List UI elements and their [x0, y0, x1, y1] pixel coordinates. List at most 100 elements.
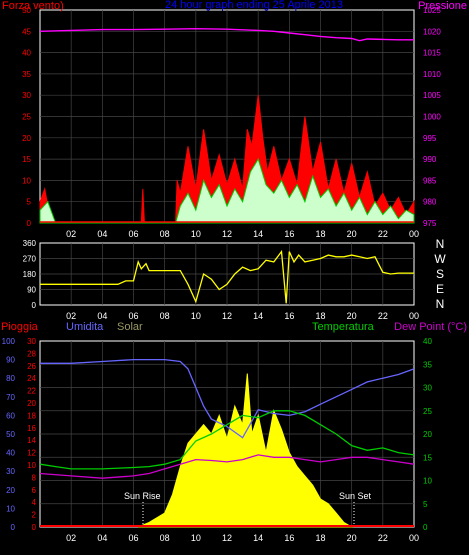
rain-tick-20: 20: [27, 399, 36, 408]
rain-tick-14: 14: [27, 436, 36, 445]
pressure-tick-1020: 1020: [423, 27, 441, 36]
humidity-tick-60: 60: [6, 411, 15, 420]
compass-letter-1: W: [434, 252, 446, 266]
pressure-tick-1025: 1025: [423, 6, 441, 15]
temp-tick-35: 35: [423, 360, 432, 369]
wind-tick-20: 20: [22, 134, 31, 143]
direction-tick-270: 270: [23, 255, 37, 264]
x-tick-20: 20: [347, 311, 357, 321]
panel1-gridlines: [40, 10, 414, 223]
panel2-y-ticks: 0 90 180 270 360: [23, 239, 37, 310]
x-tick-08: 08: [160, 311, 170, 321]
humidity-tick-70: 70: [6, 393, 15, 402]
wind-tick-50: 50: [22, 6, 31, 15]
temp-tick-40: 40: [423, 337, 432, 346]
wind-tick-45: 45: [22, 27, 31, 36]
humidity-tick-40: 40: [6, 449, 15, 458]
pressure-label: Pressione: [418, 0, 467, 12]
pressure-tick-990: 990: [423, 155, 437, 164]
compass-letter-0: N: [436, 237, 445, 251]
panel1-left-ticks: 0 5 10 15 20 25 30 35 40 45 50: [22, 6, 31, 228]
x-tick-00: 00: [409, 229, 419, 239]
temp-tick-15: 15: [423, 453, 432, 462]
x-tick-14: 14: [253, 311, 263, 321]
wind-pressure-panel: Forza vento) 24 hour graph ending 25 Apr…: [2, 0, 467, 239]
rain-tick-0: 0: [32, 523, 37, 532]
temp-tick-10: 10: [423, 477, 432, 486]
x-tick-02: 02: [66, 311, 76, 321]
temperature-label: Temperatura: [312, 321, 375, 333]
humidity-ticks: 0 10 20 30 40 50 60 70 80 90 100: [2, 337, 16, 532]
wind-tick-40: 40: [22, 49, 31, 58]
wind-tick-0: 0: [27, 219, 32, 228]
wind-speed-label: Forza vento): [2, 0, 64, 12]
x-tick-18: 18: [315, 533, 325, 543]
rain-tick-22: 22: [27, 387, 36, 396]
wind-tick-30: 30: [22, 91, 31, 100]
x-tick-06: 06: [128, 533, 138, 543]
sunrise-label: Sun Rise: [124, 491, 161, 501]
pressure-tick-1000: 1000: [423, 113, 441, 122]
x-tick-18: 18: [315, 311, 325, 321]
x-tick-10: 10: [191, 229, 201, 239]
x-tick-16: 16: [284, 311, 294, 321]
temp-tick-5: 5: [423, 500, 428, 509]
rain-tick-12: 12: [27, 449, 36, 458]
x-tick-18: 18: [315, 229, 325, 239]
solar-area: [138, 373, 354, 528]
humidity-tick-20: 20: [6, 486, 15, 495]
pressure-tick-985: 985: [423, 176, 437, 185]
x-tick-00: 00: [409, 311, 419, 321]
rain-tick-30: 30: [27, 337, 36, 346]
x-tick-04: 04: [97, 229, 107, 239]
sunset-label: Sun Set: [339, 491, 372, 501]
humidity-tick-50: 50: [6, 430, 15, 439]
x-tick-02: 02: [66, 229, 76, 239]
humidity-tick-80: 80: [6, 374, 15, 383]
x-tick-10: 10: [191, 311, 201, 321]
pressure-line: [39, 27, 414, 42]
panel3-x-ticks: 02 04 06 08 10 12 14 16 18 20 22 00: [66, 533, 419, 543]
x-tick-22: 22: [378, 533, 388, 543]
rain-tick-24: 24: [27, 374, 36, 383]
x-tick-06: 06: [128, 229, 138, 239]
compass-letter-2: S: [436, 267, 444, 281]
wind-tick-5: 5: [27, 198, 32, 207]
x-tick-08: 08: [160, 533, 170, 543]
rain-tick-10: 10: [27, 461, 36, 470]
pressure-tick-975: 975: [423, 219, 437, 228]
rain-tick-4: 4: [32, 498, 37, 507]
direction-tick-0: 0: [32, 301, 37, 310]
temperature-ticks: 0 5 10 15 20 25 30 35 40: [423, 337, 432, 532]
panel2-series: [40, 249, 414, 304]
temp-tick-20: 20: [423, 430, 432, 439]
temperature-line: [39, 410, 415, 470]
x-tick-16: 16: [284, 229, 294, 239]
temp-tick-30: 30: [423, 384, 432, 393]
x-tick-22: 22: [378, 311, 388, 321]
panel1-right-ticks: 975 980 985 990 995 1000 1005 1010 1015 1020 1025: [423, 6, 441, 228]
rain-tick-2: 2: [32, 511, 37, 520]
x-tick-00: 00: [409, 533, 419, 543]
humidity-tick-90: 90: [6, 356, 15, 365]
pressure-tick-1005: 1005: [423, 91, 441, 100]
avg-wind-area: [39, 157, 415, 224]
x-tick-10: 10: [191, 533, 201, 543]
rain-label: Pioggia: [1, 321, 39, 333]
humidity-tick-10: 10: [6, 504, 15, 513]
x-tick-14: 14: [253, 229, 263, 239]
rain-tick-8: 8: [32, 473, 37, 482]
wind-tick-15: 15: [22, 155, 31, 164]
chart-title: 24 hour graph ending 25 Aprile 2013: [165, 0, 343, 11]
direction-tick-360: 360: [23, 239, 37, 248]
x-tick-20: 20: [347, 229, 357, 239]
compass-letter-4: N: [436, 297, 445, 311]
temp-humidity-panel: Pioggia Umidita Solar Temperatura Dew Po…: [1, 321, 467, 543]
panel1-series: [39, 27, 415, 224]
rain-tick-28: 28: [27, 349, 36, 358]
temp-tick-0: 0: [423, 523, 428, 532]
solar-label: Solar: [117, 321, 143, 333]
